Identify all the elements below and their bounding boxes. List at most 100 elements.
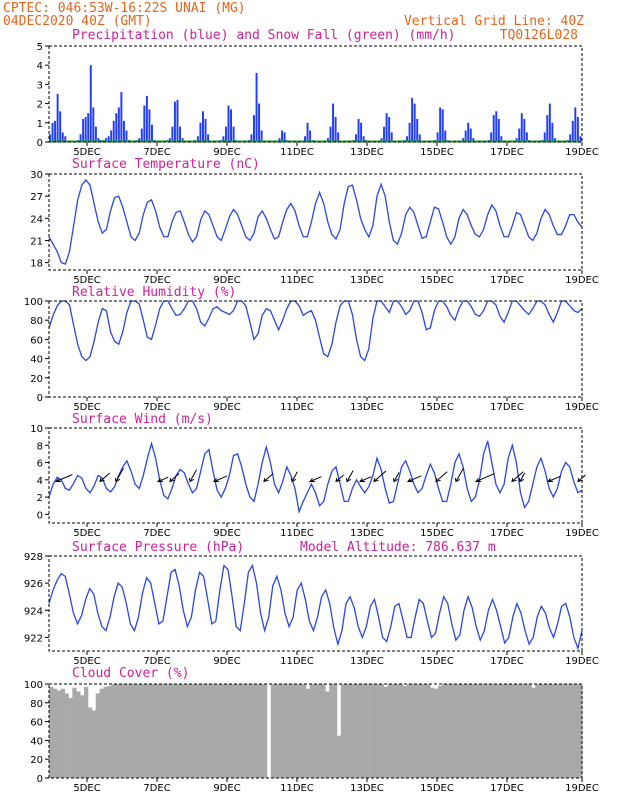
precip-xtick-label: 17DEC <box>490 147 524 158</box>
cloud-bar <box>173 684 178 778</box>
wind-arrow-head <box>577 477 583 483</box>
wind-xtick-label: 17DEC <box>490 528 524 539</box>
wind-arrow-head <box>263 477 269 483</box>
cloud-bar <box>484 684 490 778</box>
cloud-bar <box>216 684 221 778</box>
temp-xtick-label: 13DEC <box>350 275 384 286</box>
cloud-bar <box>49 686 54 778</box>
cloud-bar <box>527 684 532 778</box>
precip-bar <box>140 128 143 142</box>
cloud-bar <box>364 684 369 778</box>
cloud-bar <box>504 684 509 778</box>
cloud-bar <box>134 684 139 778</box>
cloud-bar <box>262 684 268 778</box>
precip-bar <box>518 128 521 142</box>
header-grid-line: Vertical Grid Line: 40Z <box>404 14 584 29</box>
precip-bar <box>283 132 286 142</box>
precip-bar <box>388 117 391 142</box>
cloud-bar <box>317 684 322 778</box>
cloud-bar <box>52 688 58 778</box>
precip-bar <box>304 136 306 142</box>
precip-bar <box>390 132 393 142</box>
precip-bar <box>546 115 549 142</box>
precip-bar <box>94 126 97 142</box>
precip-bar <box>120 92 123 142</box>
precip-xtick-label: 5DEC <box>73 147 100 158</box>
cloud-bar <box>535 684 540 778</box>
precip-bar <box>515 138 518 142</box>
precip-xtick-label: 11DEC <box>280 147 314 158</box>
wind-direction-arrow <box>547 475 561 483</box>
wind-arrow-head <box>406 478 414 483</box>
precip-bar <box>51 122 54 142</box>
precip-bar <box>337 132 340 142</box>
cloud-bar <box>60 688 65 778</box>
cloud-bar <box>508 684 513 778</box>
cloud-bar <box>410 684 416 778</box>
cloud-bar <box>457 684 462 778</box>
precip-bar <box>227 105 230 142</box>
cloud-bar <box>115 684 120 778</box>
precip-bar <box>574 107 577 142</box>
precip-bar <box>230 109 233 142</box>
wind-direction-arrow <box>519 472 526 482</box>
cloud-bar <box>161 684 167 778</box>
cloud-bar <box>340 684 346 778</box>
cloud-bar <box>391 684 396 778</box>
wind-direction-arrow <box>435 471 448 482</box>
cloud-bar <box>192 684 198 778</box>
cloud-bar <box>546 684 552 778</box>
wind-direction-arrow <box>455 467 464 482</box>
cloud-bar <box>511 684 517 778</box>
cloud-bar <box>212 684 217 778</box>
cloud-bar <box>95 693 100 778</box>
wind-direction-arrow <box>189 469 197 482</box>
cloud-bar <box>189 684 194 778</box>
pressure-ytick-label: 926 <box>24 579 43 590</box>
cloud-bar <box>445 684 451 778</box>
precip-bar <box>418 134 421 142</box>
precip-bar <box>385 113 388 142</box>
precip-bar <box>490 132 493 142</box>
cloud-bar <box>208 684 213 778</box>
cloud-bar <box>204 684 209 778</box>
cloud-bar <box>165 684 171 778</box>
cloud-bar <box>200 684 206 778</box>
cloud-bar <box>387 684 392 778</box>
cloud-bar <box>531 687 536 778</box>
humidity-line <box>48 300 583 362</box>
cloud-bar <box>492 684 497 778</box>
cloud-bar <box>278 684 283 778</box>
humidity-xtick-label: 13DEC <box>350 402 384 413</box>
precip-bar <box>168 138 171 142</box>
precip-bar <box>525 132 528 142</box>
cloud-bar <box>554 684 560 778</box>
precip-bar <box>548 103 551 142</box>
precip-bar <box>143 105 146 142</box>
pressure-ytick-label: 922 <box>24 633 43 644</box>
cloud-xtick-label: 19DEC <box>565 783 599 794</box>
precip-bar <box>362 136 365 142</box>
cloud-bar <box>68 698 73 778</box>
cloud-bar <box>562 684 567 778</box>
precip-ytick-label: 2 <box>37 100 43 111</box>
precip-bar <box>125 130 128 142</box>
cloud-bar <box>383 686 388 778</box>
cloud-bar <box>185 684 190 778</box>
cloud-bar <box>91 710 97 778</box>
cloud-bar <box>239 684 244 778</box>
wind-ytick-label: 4 <box>37 476 43 487</box>
cloud-xtick-label: 9DEC <box>213 783 240 794</box>
precip-bar <box>355 134 357 142</box>
precip-bar <box>492 115 495 142</box>
precip-bar <box>110 130 113 142</box>
precip-bar <box>87 113 90 142</box>
wind-xtick-label: 11DEC <box>280 528 314 539</box>
precip-bar <box>306 122 309 142</box>
wind-direction-arrow <box>407 475 422 483</box>
humidity-frame <box>48 300 583 398</box>
cloud-bar <box>344 684 349 778</box>
precip-bar <box>107 136 110 142</box>
cloud-ytick-label: 80 <box>30 699 43 710</box>
precip-bar <box>571 120 574 142</box>
